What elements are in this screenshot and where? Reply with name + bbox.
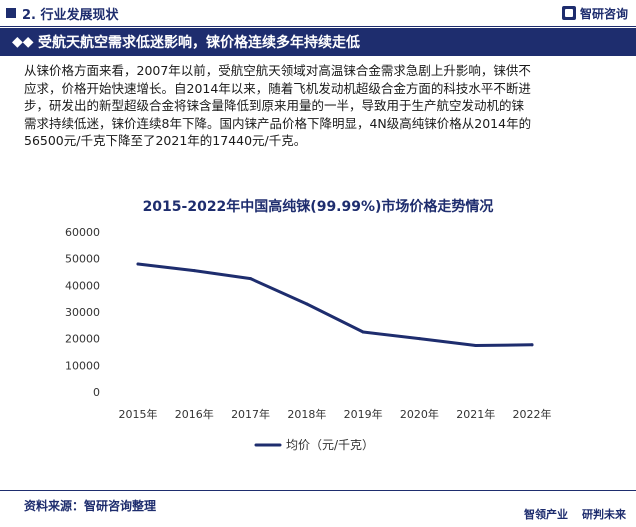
y-tick-label: 0 bbox=[93, 386, 100, 399]
data-point bbox=[417, 337, 421, 341]
x-tick-label: 2019年 bbox=[344, 407, 383, 421]
section-marker-icon bbox=[6, 8, 16, 18]
x-tick-label: 2015年 bbox=[119, 407, 158, 421]
x-tick-label: 2021年 bbox=[456, 407, 495, 421]
headline-banner: ◆◆ 受航天航空需求低迷影响，铼价格连续多年持续走低 bbox=[0, 28, 636, 56]
bottom-divider bbox=[0, 490, 636, 491]
y-tick-label: 60000 bbox=[65, 226, 100, 239]
paragraph-line: 应求，价格开始快速增长。自2014年以来，随着飞机发动机超级合金方面的科技水平不… bbox=[24, 80, 531, 96]
data-point bbox=[530, 343, 534, 347]
paragraph-line: 需求持续低迷，铼价连续8年下降。国内铼产品价格下降明显，4N级高纯铼价格从201… bbox=[24, 115, 532, 131]
paragraph-line: 从铼价格方面来看，2007年以前，受航空航天领域对高温铼合金需求急剧上升影响，铼… bbox=[24, 63, 531, 78]
legend-label: 均价（元/千克） bbox=[286, 438, 374, 452]
data-point bbox=[192, 269, 196, 273]
slogan-1: 智领产业 bbox=[524, 508, 568, 521]
x-tick-label: 2016年 bbox=[175, 407, 214, 421]
data-point bbox=[361, 330, 365, 334]
data-point bbox=[249, 277, 253, 281]
y-tick-label: 20000 bbox=[65, 333, 100, 346]
data-point bbox=[136, 262, 140, 266]
logo-mark-icon bbox=[561, 6, 576, 20]
footer-slogan: 智领产业 研判未来 bbox=[524, 506, 626, 522]
top-bar: 2. 行业发展现状 智研咨询 bbox=[0, 0, 636, 26]
slogan-2: 研判未来 bbox=[582, 508, 626, 521]
y-tick-label: 50000 bbox=[65, 253, 100, 266]
data-point bbox=[474, 343, 478, 347]
x-tick-label: 2017年 bbox=[231, 407, 270, 421]
x-tick-label: 2020年 bbox=[400, 407, 439, 421]
y-tick-label: 40000 bbox=[65, 279, 100, 292]
section-title: 2. 行业发展现状 bbox=[22, 8, 119, 23]
top-divider bbox=[0, 26, 636, 27]
x-tick-label: 2022年 bbox=[513, 407, 552, 421]
chart-title: 2015-2022年中国高纯铼(99.99%)市场价格走势情况 bbox=[142, 199, 494, 215]
series-line bbox=[136, 262, 534, 347]
y-tick-label: 10000 bbox=[65, 359, 100, 372]
x-tick-label: 2018年 bbox=[287, 407, 326, 421]
brand-logo: 智研咨询 bbox=[561, 3, 628, 23]
logo-text: 智研咨询 bbox=[579, 6, 628, 21]
paragraph-line: 步，研发出的新型超级合金将铼含量降低到原来用量的一半，导致用于生产航空发动机的铼 bbox=[24, 98, 525, 113]
source-note: 资料来源：智研咨询整理 bbox=[24, 499, 157, 513]
body-paragraph: 从铼价格方面来看，2007年以前，受航空航天领域对高温铼合金需求急剧上升影响，铼… bbox=[24, 62, 620, 150]
paragraph-line: 56500元/千克下降至了2021年的17440元/千克。 bbox=[24, 133, 307, 148]
y-tick-label: 30000 bbox=[65, 306, 100, 319]
double-diamond-icon: ◆◆ bbox=[12, 34, 34, 50]
headline-text: 受航天航空需求低迷影响，铼价格连续多年持续走低 bbox=[38, 35, 360, 51]
price-line-chart: 0 10000 20000 30000 40000 50000 60000 2015年 2016… bbox=[65, 226, 552, 452]
data-point bbox=[305, 302, 309, 306]
